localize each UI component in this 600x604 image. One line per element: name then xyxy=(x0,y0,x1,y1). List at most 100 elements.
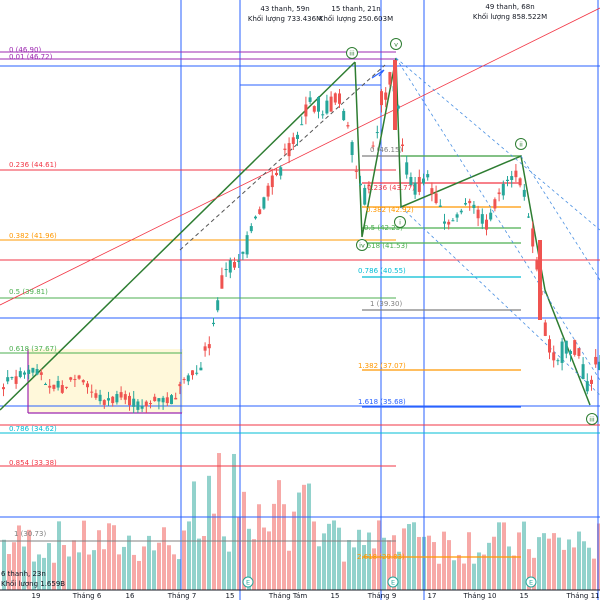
candle-body xyxy=(489,212,493,220)
candle-body xyxy=(380,91,383,106)
volume-bar xyxy=(257,504,261,590)
volume-bar xyxy=(322,533,326,590)
candle-body xyxy=(81,380,85,383)
volume-bar xyxy=(232,453,236,590)
volume-bar xyxy=(402,528,406,590)
range-stat-2-line1: 15 thanh, 21n xyxy=(331,5,380,13)
candle-body xyxy=(195,372,199,374)
volume-bar xyxy=(42,557,46,590)
fib-level-label: 0.786 (34.62) xyxy=(9,425,57,433)
candle-body xyxy=(552,352,556,361)
candle-body xyxy=(44,383,47,385)
volume-bar xyxy=(417,536,421,590)
candle-body xyxy=(417,176,421,192)
volume-bars-layer xyxy=(2,453,600,590)
fib-level-label: 1.382 (37.07) xyxy=(358,362,406,370)
volume-bar xyxy=(107,523,111,590)
volume-bar xyxy=(167,545,171,590)
candle-body xyxy=(233,261,236,268)
candle-body xyxy=(375,132,379,134)
volume-bar xyxy=(567,539,571,590)
candle-body xyxy=(300,124,304,126)
candle-body xyxy=(506,179,509,181)
fib-level-label: 1 (30.73) xyxy=(14,530,46,538)
volume-bar xyxy=(122,546,126,590)
candle-body xyxy=(245,235,249,255)
volume-bar xyxy=(587,547,591,590)
fib-level-label: 0.5 (39.81) xyxy=(9,288,48,296)
candle-body xyxy=(405,162,409,175)
event-marker-circle xyxy=(387,576,399,588)
wave-label-circle xyxy=(394,216,406,228)
fib-level-label: 0.382 (41.96) xyxy=(9,232,57,240)
volume-bar xyxy=(187,521,191,590)
trend-line xyxy=(395,57,600,231)
candle-body xyxy=(518,178,522,186)
volume-bar xyxy=(292,511,296,590)
fib-level-label: 1.618 (35.68) xyxy=(358,398,406,406)
candle-body xyxy=(90,391,94,393)
candle-body xyxy=(422,178,425,184)
candle-body xyxy=(317,97,320,112)
candle-body xyxy=(220,275,224,289)
candle-body xyxy=(350,142,354,156)
candle-body xyxy=(128,395,131,406)
volume-bar xyxy=(237,517,241,590)
volume-bar xyxy=(547,538,551,590)
volume-bar xyxy=(32,561,36,590)
candle-body xyxy=(455,214,459,218)
candle-body xyxy=(325,100,329,114)
candle-body xyxy=(191,370,194,376)
trend-line xyxy=(520,155,600,281)
volume-bar xyxy=(22,546,26,590)
candle-body xyxy=(216,300,220,311)
candle-body xyxy=(329,96,333,112)
candle-body xyxy=(476,209,480,219)
range-stat-2-line2: Khối lượng 250.603M xyxy=(319,15,393,23)
volume-bar xyxy=(77,552,81,590)
volume-bar xyxy=(552,533,556,590)
candle-body xyxy=(430,188,434,194)
candle-body xyxy=(287,143,291,157)
x-tick-label: Tháng 7 xyxy=(167,592,197,600)
candle-body xyxy=(401,144,404,147)
candle-body xyxy=(249,226,253,232)
volume-bar xyxy=(47,543,51,590)
candle-body xyxy=(170,395,173,405)
candle-body xyxy=(485,219,488,230)
candles-layer xyxy=(2,60,600,414)
volume-bar xyxy=(472,563,476,590)
volume-bar xyxy=(277,480,281,590)
candle-body xyxy=(60,385,64,393)
volume-bar xyxy=(492,536,496,590)
candle-body xyxy=(132,398,136,407)
volume-bar xyxy=(222,536,226,590)
volume-bar xyxy=(582,541,586,590)
candle-body xyxy=(342,110,346,121)
x-tick-label: 15 xyxy=(226,592,235,600)
fib-level-label: 2.618 (29.83) xyxy=(357,553,405,561)
candle-body xyxy=(65,386,68,388)
candle-body xyxy=(258,209,262,214)
candle-body xyxy=(581,364,585,380)
volume-bar xyxy=(502,522,506,590)
volume-bar xyxy=(182,530,186,590)
x-tick-label: Tháng 9 xyxy=(367,592,397,600)
volume-bar xyxy=(452,560,456,590)
volume-bar xyxy=(362,545,366,590)
volume-bar xyxy=(347,540,351,590)
x-axis: 19 Tháng 6 16 Tháng 7 15 Tháng Tám 15 Th… xyxy=(32,592,600,600)
volume-bar xyxy=(152,550,156,590)
candle-body xyxy=(522,189,526,197)
candle-body xyxy=(338,93,341,104)
volume-bar xyxy=(467,532,471,590)
volume-bar xyxy=(342,561,346,590)
volume-bar xyxy=(387,540,391,590)
volume-bar xyxy=(437,563,441,590)
candle-body xyxy=(413,182,417,195)
volume-bar xyxy=(572,547,576,590)
candle-body xyxy=(321,114,325,116)
candle-body xyxy=(296,134,299,139)
